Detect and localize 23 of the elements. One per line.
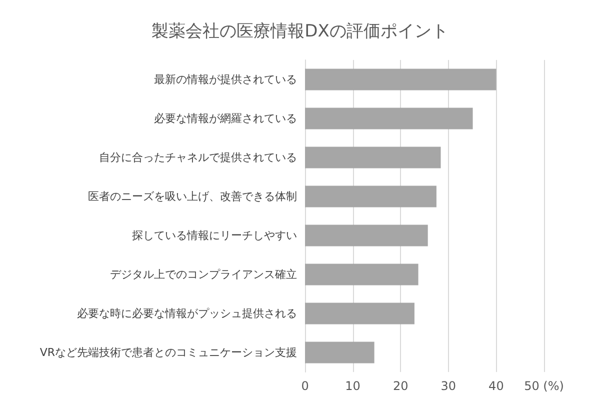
x-tick-label: 10 bbox=[345, 379, 360, 393]
chart-title: 製薬会社の医療情報DXの評価ポイント bbox=[152, 22, 448, 42]
bar bbox=[305, 264, 418, 286]
bar bbox=[305, 186, 436, 208]
bar bbox=[305, 146, 441, 168]
x-tick-label: 0 bbox=[301, 379, 309, 393]
y-tick-label: デジタル上でのコンプライアンス確立 bbox=[110, 268, 297, 281]
x-tick-label: 50 (%) bbox=[524, 379, 564, 393]
x-tick-label: 40 bbox=[488, 379, 504, 393]
y-tick-label: VRなど先端技術で患者とのコミュニケーション支援 bbox=[40, 346, 297, 359]
bar bbox=[305, 302, 414, 324]
bar bbox=[305, 108, 473, 130]
bar bbox=[305, 342, 374, 364]
bar bbox=[305, 224, 428, 246]
y-tick-label: 必要な時に必要な情報がプッシュ提供される bbox=[77, 307, 297, 320]
bar bbox=[305, 68, 496, 90]
y-tick-label: 必要な情報が網羅されている bbox=[154, 112, 297, 125]
y-tick-label: 医者のニーズを吸い上げ、改善できる体制 bbox=[88, 190, 297, 203]
y-tick-label: 探している情報にリーチしやすい bbox=[132, 229, 297, 242]
x-tick-label: 20 bbox=[392, 379, 408, 393]
y-tick-label: 最新の情報が提供されている bbox=[154, 73, 297, 86]
y-tick-label: 自分に合ったチャネルで提供されている bbox=[99, 151, 297, 164]
x-tick-label: 30 bbox=[440, 379, 456, 393]
